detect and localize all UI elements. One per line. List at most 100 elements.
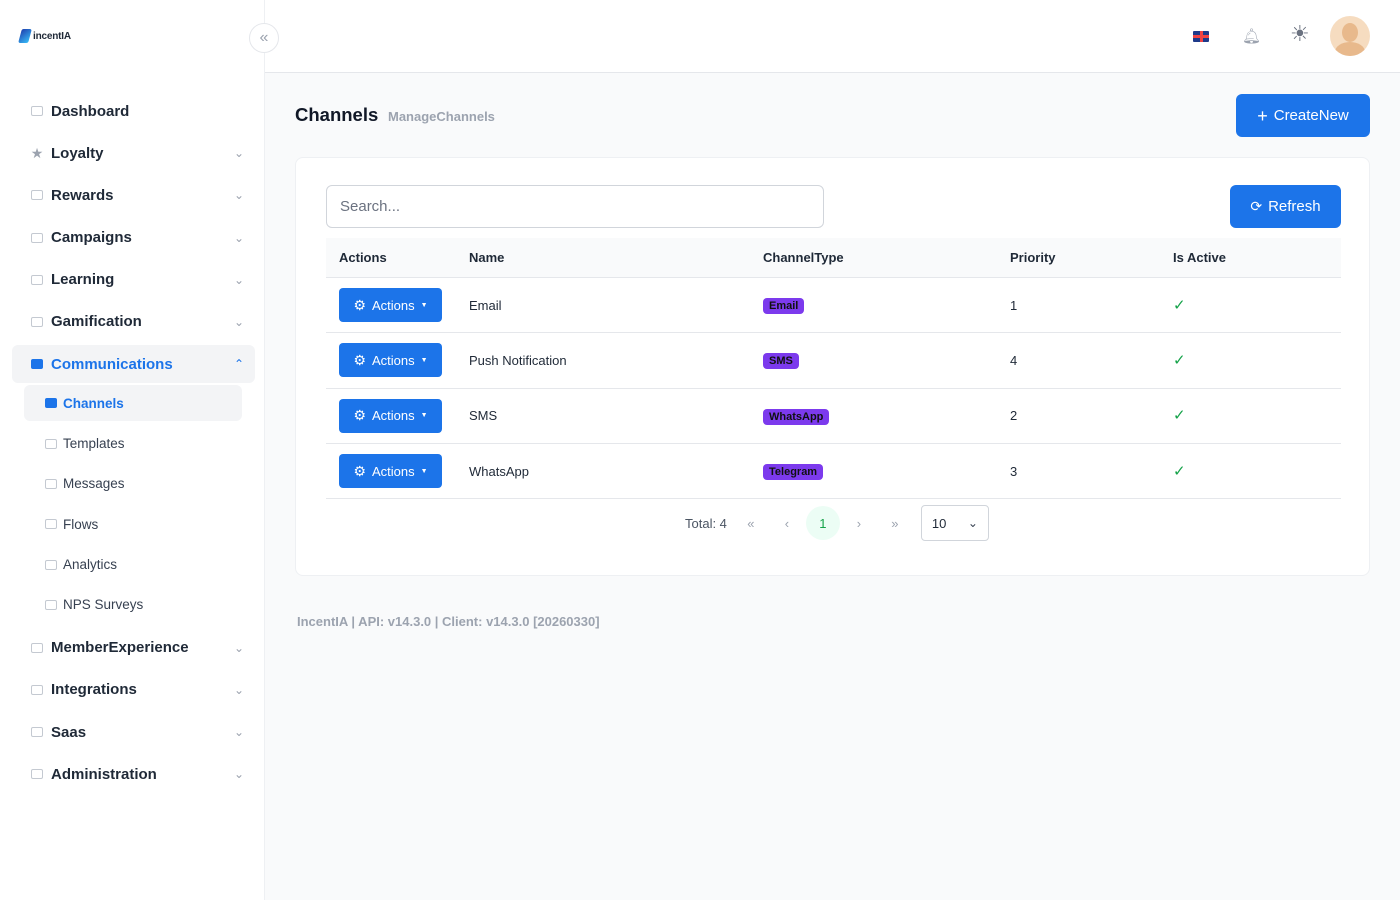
channel-type-badge: Email [763,298,805,315]
sidebar-item-gamification[interactable]: Gamification ⌄ [12,303,255,341]
sidebar-item-label: Campaigns [51,229,132,247]
table-row: ⚙ Actions ▼ WhatsApp Telegram 3 ✓ [326,444,1341,500]
sidebar-subitem-analytics[interactable]: Analytics [24,547,242,583]
uk-flag-icon[interactable] [1193,31,1209,42]
send-icon [44,477,57,490]
bar-chart-icon [44,598,57,611]
star-icon: ★ [30,145,44,162]
cell-name: Push Notification [469,352,567,368]
table-row: ⚙ Actions ▼ Push Notification SMS 4 ✓ [326,333,1341,389]
plug-icon [30,683,44,697]
pagination: Total: 4 « ‹ 1 › » 10 ⌄ [685,505,989,541]
sidebar-subitem-label: Analytics [63,557,118,572]
sidebar-item-label: MemberExperience [51,639,189,657]
next-page-button[interactable]: › [856,515,862,531]
check-icon: ✓ [1173,351,1186,369]
refresh-label: Refresh [1268,198,1321,215]
table-header: Actions Name ChannelType Priority Is Act… [326,238,1341,278]
logo-text: incentIA [33,30,71,42]
calendar-icon [30,231,44,245]
mail-icon [44,437,57,450]
sidebar-item-loyalty[interactable]: ★ Loyalty ⌄ [12,134,255,172]
double-chevron-left-icon: « [259,29,269,46]
page-subtitle: ManageChannels [388,109,495,124]
column-header-is-active[interactable]: Is Active [1173,250,1226,265]
search-input[interactable] [326,185,824,228]
sidebar-subitem-label: Messages [63,476,125,492]
sidebar-item-label: Gamification [51,313,142,331]
page-button-current[interactable]: 1 [805,506,840,540]
chat-icon [30,357,44,371]
chart-icon [44,558,57,571]
sidebar-item-administration[interactable]: Administration ⌄ [12,755,255,793]
sidebar-subitem-messages[interactable]: Messages [24,466,242,502]
sidebar-item-dashboard[interactable]: Dashboard [12,92,255,130]
create-new-button[interactable]: + CreateNew [1236,94,1370,137]
pagination-total: Total: 4 [685,515,727,531]
actions-button[interactable]: ⚙ Actions ▼ [339,343,442,378]
chevron-down-icon: ⌄ [233,640,245,655]
sidebar-subitem-flows[interactable]: Flows [24,506,242,542]
channel-type-badge: WhatsApp [763,408,830,425]
sidebar-item-communications[interactable]: Communications ⌃ [12,345,255,384]
caret-down-icon: ▼ [420,412,428,420]
sidebar-item-memberexperience[interactable]: MemberExperience ⌄ [12,629,255,667]
sidebar-subitem-label: Templates [63,436,125,452]
prev-page-button[interactable]: ‹ [784,515,790,531]
actions-label: Actions [371,352,415,368]
sidebar: incentIA Dashboard ★ Loyalty ⌄ Rewards ⌄… [0,0,265,900]
sun-icon[interactable]: ☀ [1290,21,1310,46]
sidebar-subitem-channels[interactable]: Channels [24,385,242,422]
logo[interactable]: incentIA [18,16,80,56]
chat-icon [44,397,57,410]
caret-down-icon: ▼ [420,301,428,309]
sidebar-item-saas[interactable]: Saas ⌄ [12,713,255,751]
actions-button[interactable]: ⚙ Actions ▼ [339,454,442,489]
collapse-sidebar-button[interactable]: « [249,23,279,53]
chevron-down-icon: ⌄ [967,516,978,530]
table-row: ⚙ Actions ▼ SMS WhatsApp 2 ✓ [326,389,1341,444]
flow-icon [44,518,57,531]
last-page-button[interactable]: » [891,515,899,531]
sidebar-subitem-nps-surveys[interactable]: NPS Surveys [24,587,242,623]
sidebar-subitem-templates[interactable]: Templates [24,426,242,462]
column-header-priority[interactable]: Priority [1010,250,1056,265]
chevron-down-icon: ⌄ [233,314,245,329]
chevron-down-icon: ⌄ [233,725,245,740]
version-footer: IncentIA | API: v14.3.0 | Client: v14.3.… [297,614,600,629]
building-icon [30,725,44,739]
gift-icon [30,188,44,202]
column-header-actions[interactable]: Actions [339,250,387,265]
sidebar-item-campaigns[interactable]: Campaigns ⌄ [12,219,255,257]
chart-icon [30,104,44,118]
sidebar-item-rewards[interactable]: Rewards ⌄ [12,176,255,214]
chevron-down-icon: ⌄ [233,682,245,697]
actions-button[interactable]: ⚙ Actions ▼ [339,398,442,433]
cell-name: SMS [469,408,498,424]
channel-type-badge: SMS [763,353,799,370]
refresh-icon: ⟳ [1250,198,1263,214]
actions-label: Actions [371,463,415,479]
book-icon [30,273,44,287]
sidebar-item-label: Dashboard [51,102,130,120]
top-header: 🔔︎ ☀ [265,0,1400,73]
avatar[interactable] [1330,16,1370,56]
channels-table: Actions Name ChannelType Priority Is Act… [326,238,1341,500]
sidebar-subitem-label: Channels [63,395,124,411]
cell-name: WhatsApp [469,463,529,479]
sidebar-item-integrations[interactable]: Integrations ⌄ [12,671,255,709]
gear-icon: ⚙ [353,351,366,368]
sidebar-item-label: Learning [51,271,115,289]
actions-label: Actions [371,297,415,313]
page-size-value: 10 [931,515,947,531]
first-page-button[interactable]: « [747,515,755,531]
actions-button[interactable]: ⚙ Actions ▼ [339,288,442,323]
bell-icon[interactable]: 🔔︎ [1242,28,1262,45]
page-size-select[interactable]: 10 ⌄ [920,505,989,541]
refresh-button[interactable]: ⟳ Refresh [1230,185,1341,228]
sidebar-item-learning[interactable]: Learning ⌄ [12,261,255,299]
column-header-name[interactable]: Name [469,250,505,265]
table-row: ⚙ Actions ▼ Email Email 1 ✓ [326,278,1341,334]
gear-icon: ⚙ [353,407,366,424]
column-header-channeltype[interactable]: ChannelType [763,250,844,265]
